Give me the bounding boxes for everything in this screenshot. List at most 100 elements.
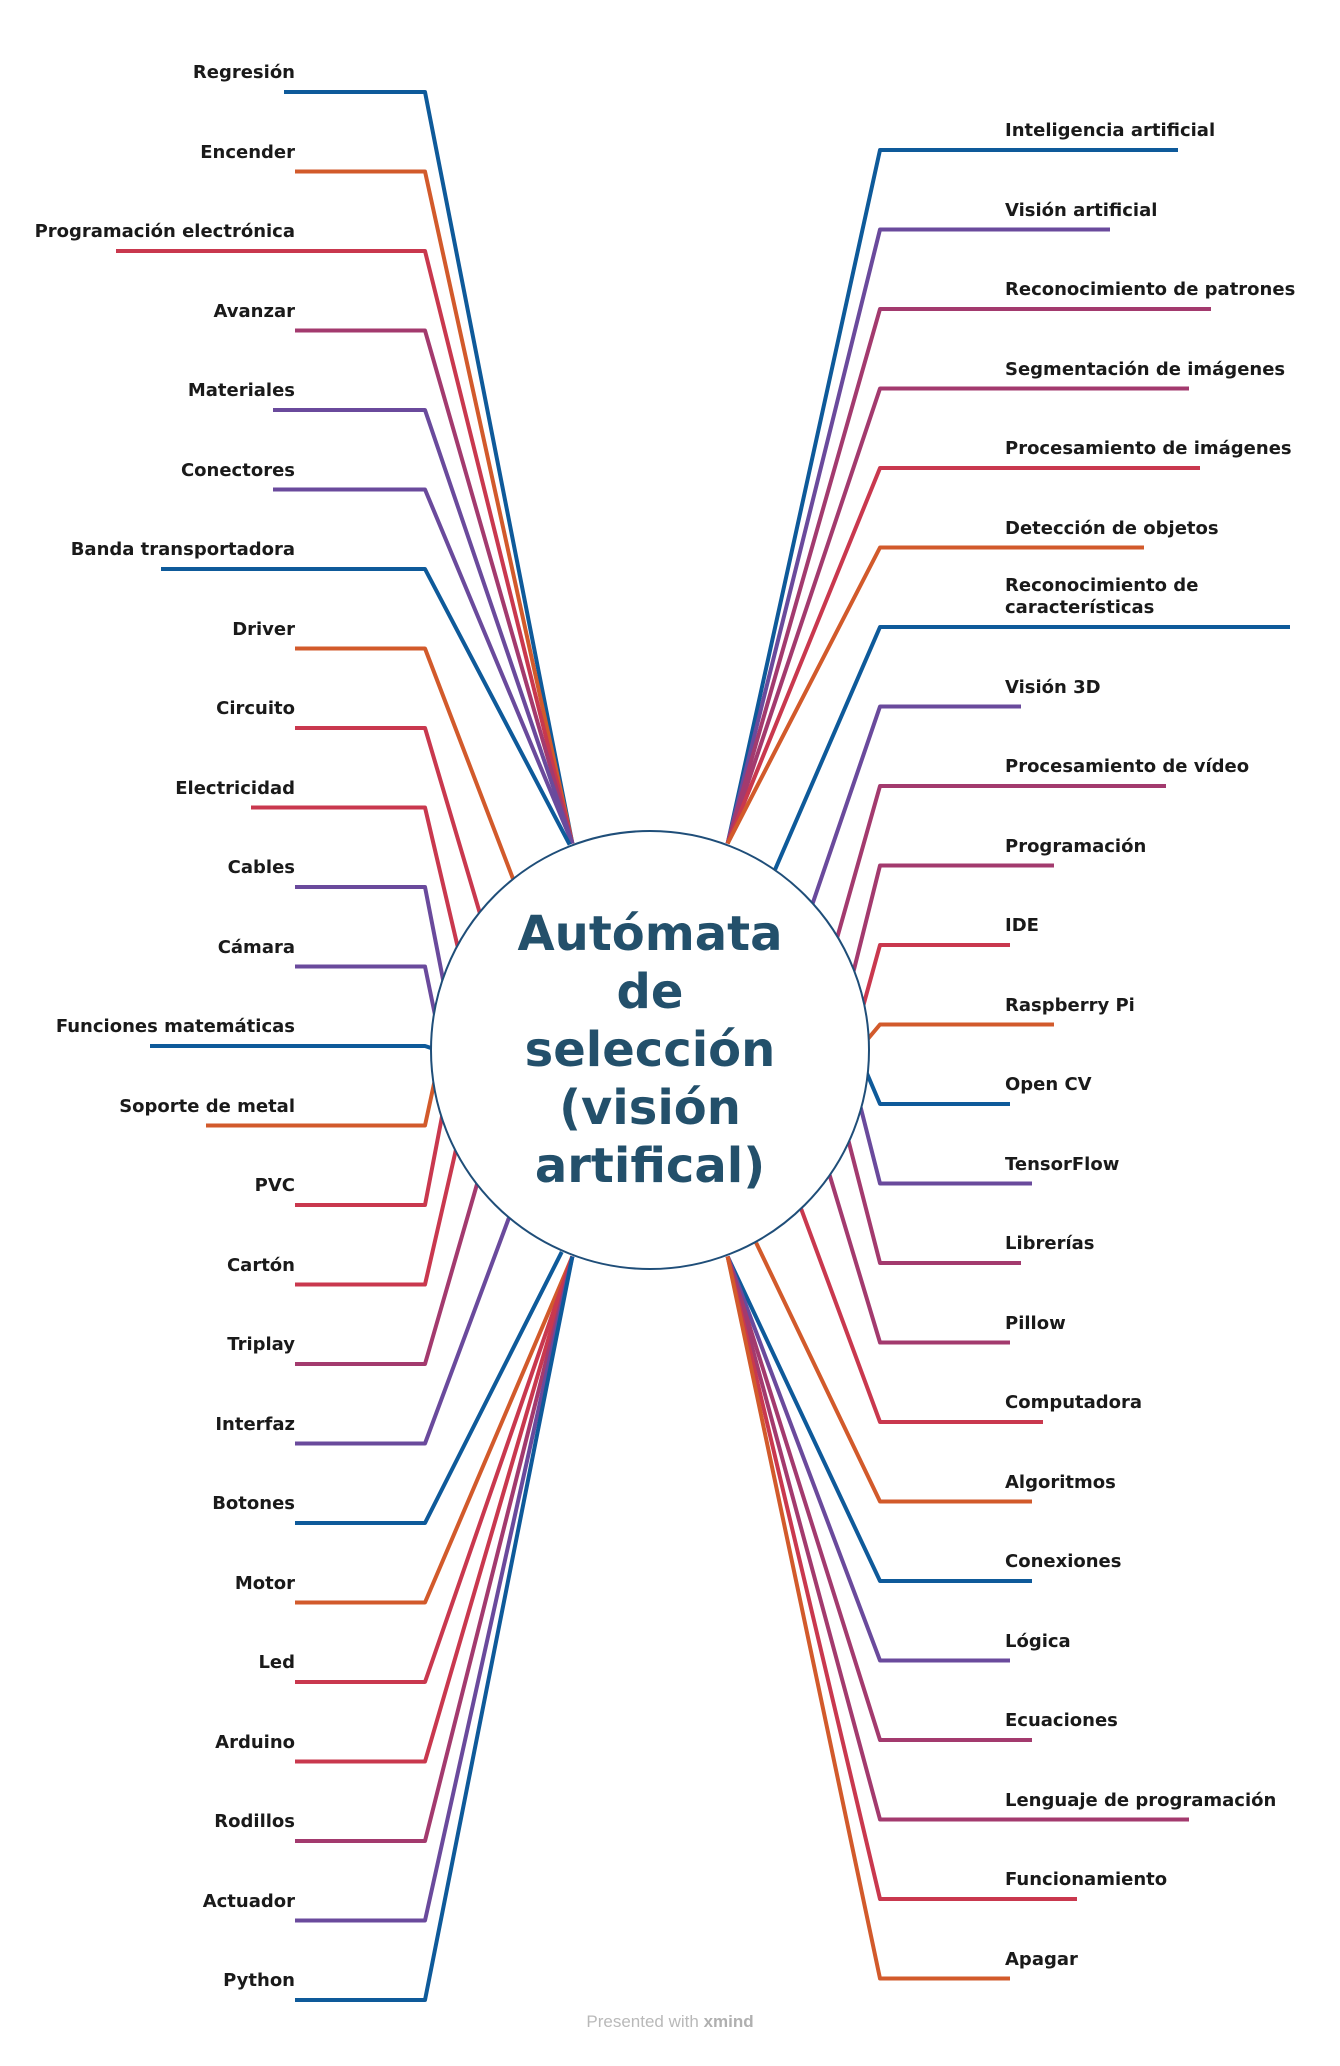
right-topic-12-label[interactable]: Open CV: [1005, 1074, 1092, 1095]
right-topic-7-connector: [810, 704, 1021, 904]
right-topic-6-connector: [773, 625, 1290, 871]
xmind-logo: xmind: [703, 2012, 754, 2031]
left-topic-16-connector: [295, 1183, 479, 1366]
left-topic-9-label[interactable]: Electricidad: [175, 777, 295, 799]
left-topic-3-connector: [295, 328, 575, 845]
left-topic-14-label[interactable]: PVC: [254, 1175, 295, 1196]
left-topic-19-label[interactable]: Motor: [234, 1572, 295, 1594]
right-topic-13-label[interactable]: TensorFlow: [1005, 1153, 1120, 1175]
left-topic-15-label[interactable]: Cartón: [226, 1254, 295, 1276]
left-topic-9-connector: [251, 805, 460, 947]
left-topic-6-label[interactable]: Banda transportadora: [70, 539, 295, 560]
left-topic-22-connector: [295, 1255, 575, 1843]
left-topic-18-connector: [295, 1251, 564, 1525]
left-topic-1-label[interactable]: Encender: [200, 141, 295, 163]
left-topic-21-label[interactable]: Arduino: [215, 1731, 295, 1753]
left-topic-23-label[interactable]: Actuador: [202, 1890, 295, 1912]
right-topic-1-connector: [725, 227, 1110, 845]
left-topic-7-connector: [295, 646, 515, 880]
right-topic-16-connector: [799, 1208, 1043, 1424]
left-topic-24-connector: [295, 1256, 575, 2002]
left-topic-12-connector: [150, 1044, 433, 1051]
right-topic-22-connector: [725, 1255, 1077, 1901]
right-topic-2-label[interactable]: Reconocimiento de patrones: [1005, 279, 1296, 300]
right-topic-8-connector: [835, 784, 1166, 938]
left-topic-12-label[interactable]: Funciones matemáticas: [55, 1016, 295, 1037]
right-topic-15-connector: [827, 1174, 1010, 1345]
left-topic-5-label[interactable]: Conectores: [180, 459, 295, 481]
left-topic-4-label[interactable]: Materiales: [187, 380, 295, 401]
right-topic-4-label[interactable]: Procesamiento de imágenes: [1005, 438, 1292, 459]
right-topic-10-label[interactable]: IDE: [1005, 915, 1039, 936]
left-topic-22-label[interactable]: Rodillos: [214, 1811, 295, 1832]
right-topic-17-label[interactable]: Algoritmos: [1005, 1471, 1116, 1493]
left-topic-10-label[interactable]: Cables: [227, 857, 295, 878]
right-topic-15-label[interactable]: Pillow: [1005, 1312, 1066, 1334]
right-topic-11-connector: [866, 1022, 1054, 1041]
left-topic-20-label[interactable]: Led: [258, 1652, 295, 1673]
central-topic-title: Autómata de selección (visión artifical): [517, 906, 783, 1194]
left-topic-6-connector: [161, 567, 572, 846]
right-topic-19-label[interactable]: Lógica: [1005, 1630, 1071, 1652]
right-topic-21-label[interactable]: Lenguaje de programación: [1005, 1789, 1277, 1811]
presented-with-footer: Presented with xmind: [0, 2012, 1340, 2032]
right-topic-18-label[interactable]: Conexiones: [1005, 1551, 1122, 1572]
right-topic-23-label[interactable]: Apagar: [1005, 1948, 1078, 1970]
left-topic-8-label[interactable]: Circuito: [216, 698, 295, 719]
footer-prefix: Presented with: [586, 2012, 699, 2031]
right-topic-5-label[interactable]: Detección de objetos: [1005, 517, 1219, 539]
right-topic-3-connector: [725, 386, 1189, 845]
left-topic-2-label[interactable]: Programación electrónica: [34, 221, 295, 242]
right-topic-0-connector: [725, 148, 1178, 844]
right-topic-0-label[interactable]: Inteligencia artificial: [1005, 120, 1216, 141]
left-topic-17-connector: [295, 1217, 511, 1446]
left-topic-0-label[interactable]: Regresión: [192, 62, 295, 83]
left-topic-24-label[interactable]: Python: [223, 1970, 295, 1991]
left-topic-8-connector: [295, 726, 482, 914]
left-topic-13-label[interactable]: Soporte de metal: [119, 1095, 295, 1117]
right-topic-5-connector: [725, 545, 1144, 845]
left-topic-18-label[interactable]: Botones: [212, 1493, 295, 1514]
right-topic-11-label[interactable]: Raspberry Pi: [1005, 994, 1135, 1016]
right-topic-22-label[interactable]: Funcionamiento: [1005, 1869, 1168, 1890]
right-topic-19-connector: [725, 1255, 1010, 1663]
right-topic-14-label[interactable]: Librerías: [1005, 1233, 1095, 1254]
right-topic-7-label[interactable]: Visión 3D: [1005, 676, 1101, 698]
left-topic-15-connector: [295, 1149, 458, 1287]
right-topic-20-label[interactable]: Ecuaciones: [1005, 1710, 1118, 1731]
left-topic-16-label[interactable]: Triplay: [227, 1334, 295, 1355]
right-topic-20-connector: [725, 1255, 1032, 1742]
right-topic-6-label[interactable]: Reconocimiento de características: [1005, 575, 1199, 618]
right-topic-13-connector: [858, 1106, 1032, 1186]
right-topic-4-connector: [725, 466, 1200, 845]
left-topic-21-connector: [295, 1255, 575, 1764]
left-topic-17-label[interactable]: Interfaz: [215, 1413, 295, 1435]
left-topic-11-connector: [295, 964, 437, 1015]
left-topic-20-connector: [295, 1255, 575, 1684]
central-topic[interactable]: Autómata de selección (visión artifical): [430, 830, 870, 1270]
left-topic-10-connector: [295, 885, 446, 981]
right-topic-16-label[interactable]: Computadora: [1005, 1392, 1143, 1413]
left-topic-23-connector: [295, 1256, 575, 1923]
left-topic-5-connector: [273, 487, 575, 845]
right-topic-23-connector: [725, 1256, 1010, 1981]
right-topic-9-connector: [851, 863, 1054, 972]
left-topic-3-label[interactable]: Avanzar: [213, 300, 295, 322]
left-topic-1-connector: [295, 169, 575, 844]
right-topic-17-connector: [754, 1241, 1032, 1504]
left-topic-7-label[interactable]: Driver: [232, 618, 295, 640]
left-topic-2-connector: [116, 249, 575, 845]
right-topic-8-label[interactable]: Procesamiento de vídeo: [1005, 756, 1250, 777]
right-topic-9-label[interactable]: Programación: [1005, 835, 1147, 857]
right-topic-1-label[interactable]: Visión artificial: [1005, 199, 1158, 221]
right-topic-18-connector: [725, 1255, 1032, 1583]
left-topic-19-connector: [295, 1255, 575, 1605]
right-topic-10-connector: [861, 943, 1010, 1006]
right-topic-3-label[interactable]: Segmentación de imágenes: [1005, 358, 1286, 380]
left-topic-14-connector: [295, 1115, 445, 1207]
right-topic-21-connector: [725, 1255, 1189, 1822]
left-topic-11-label[interactable]: Cámara: [217, 936, 295, 958]
right-topic-2-connector: [725, 307, 1211, 845]
right-topic-14-connector: [846, 1140, 1021, 1265]
